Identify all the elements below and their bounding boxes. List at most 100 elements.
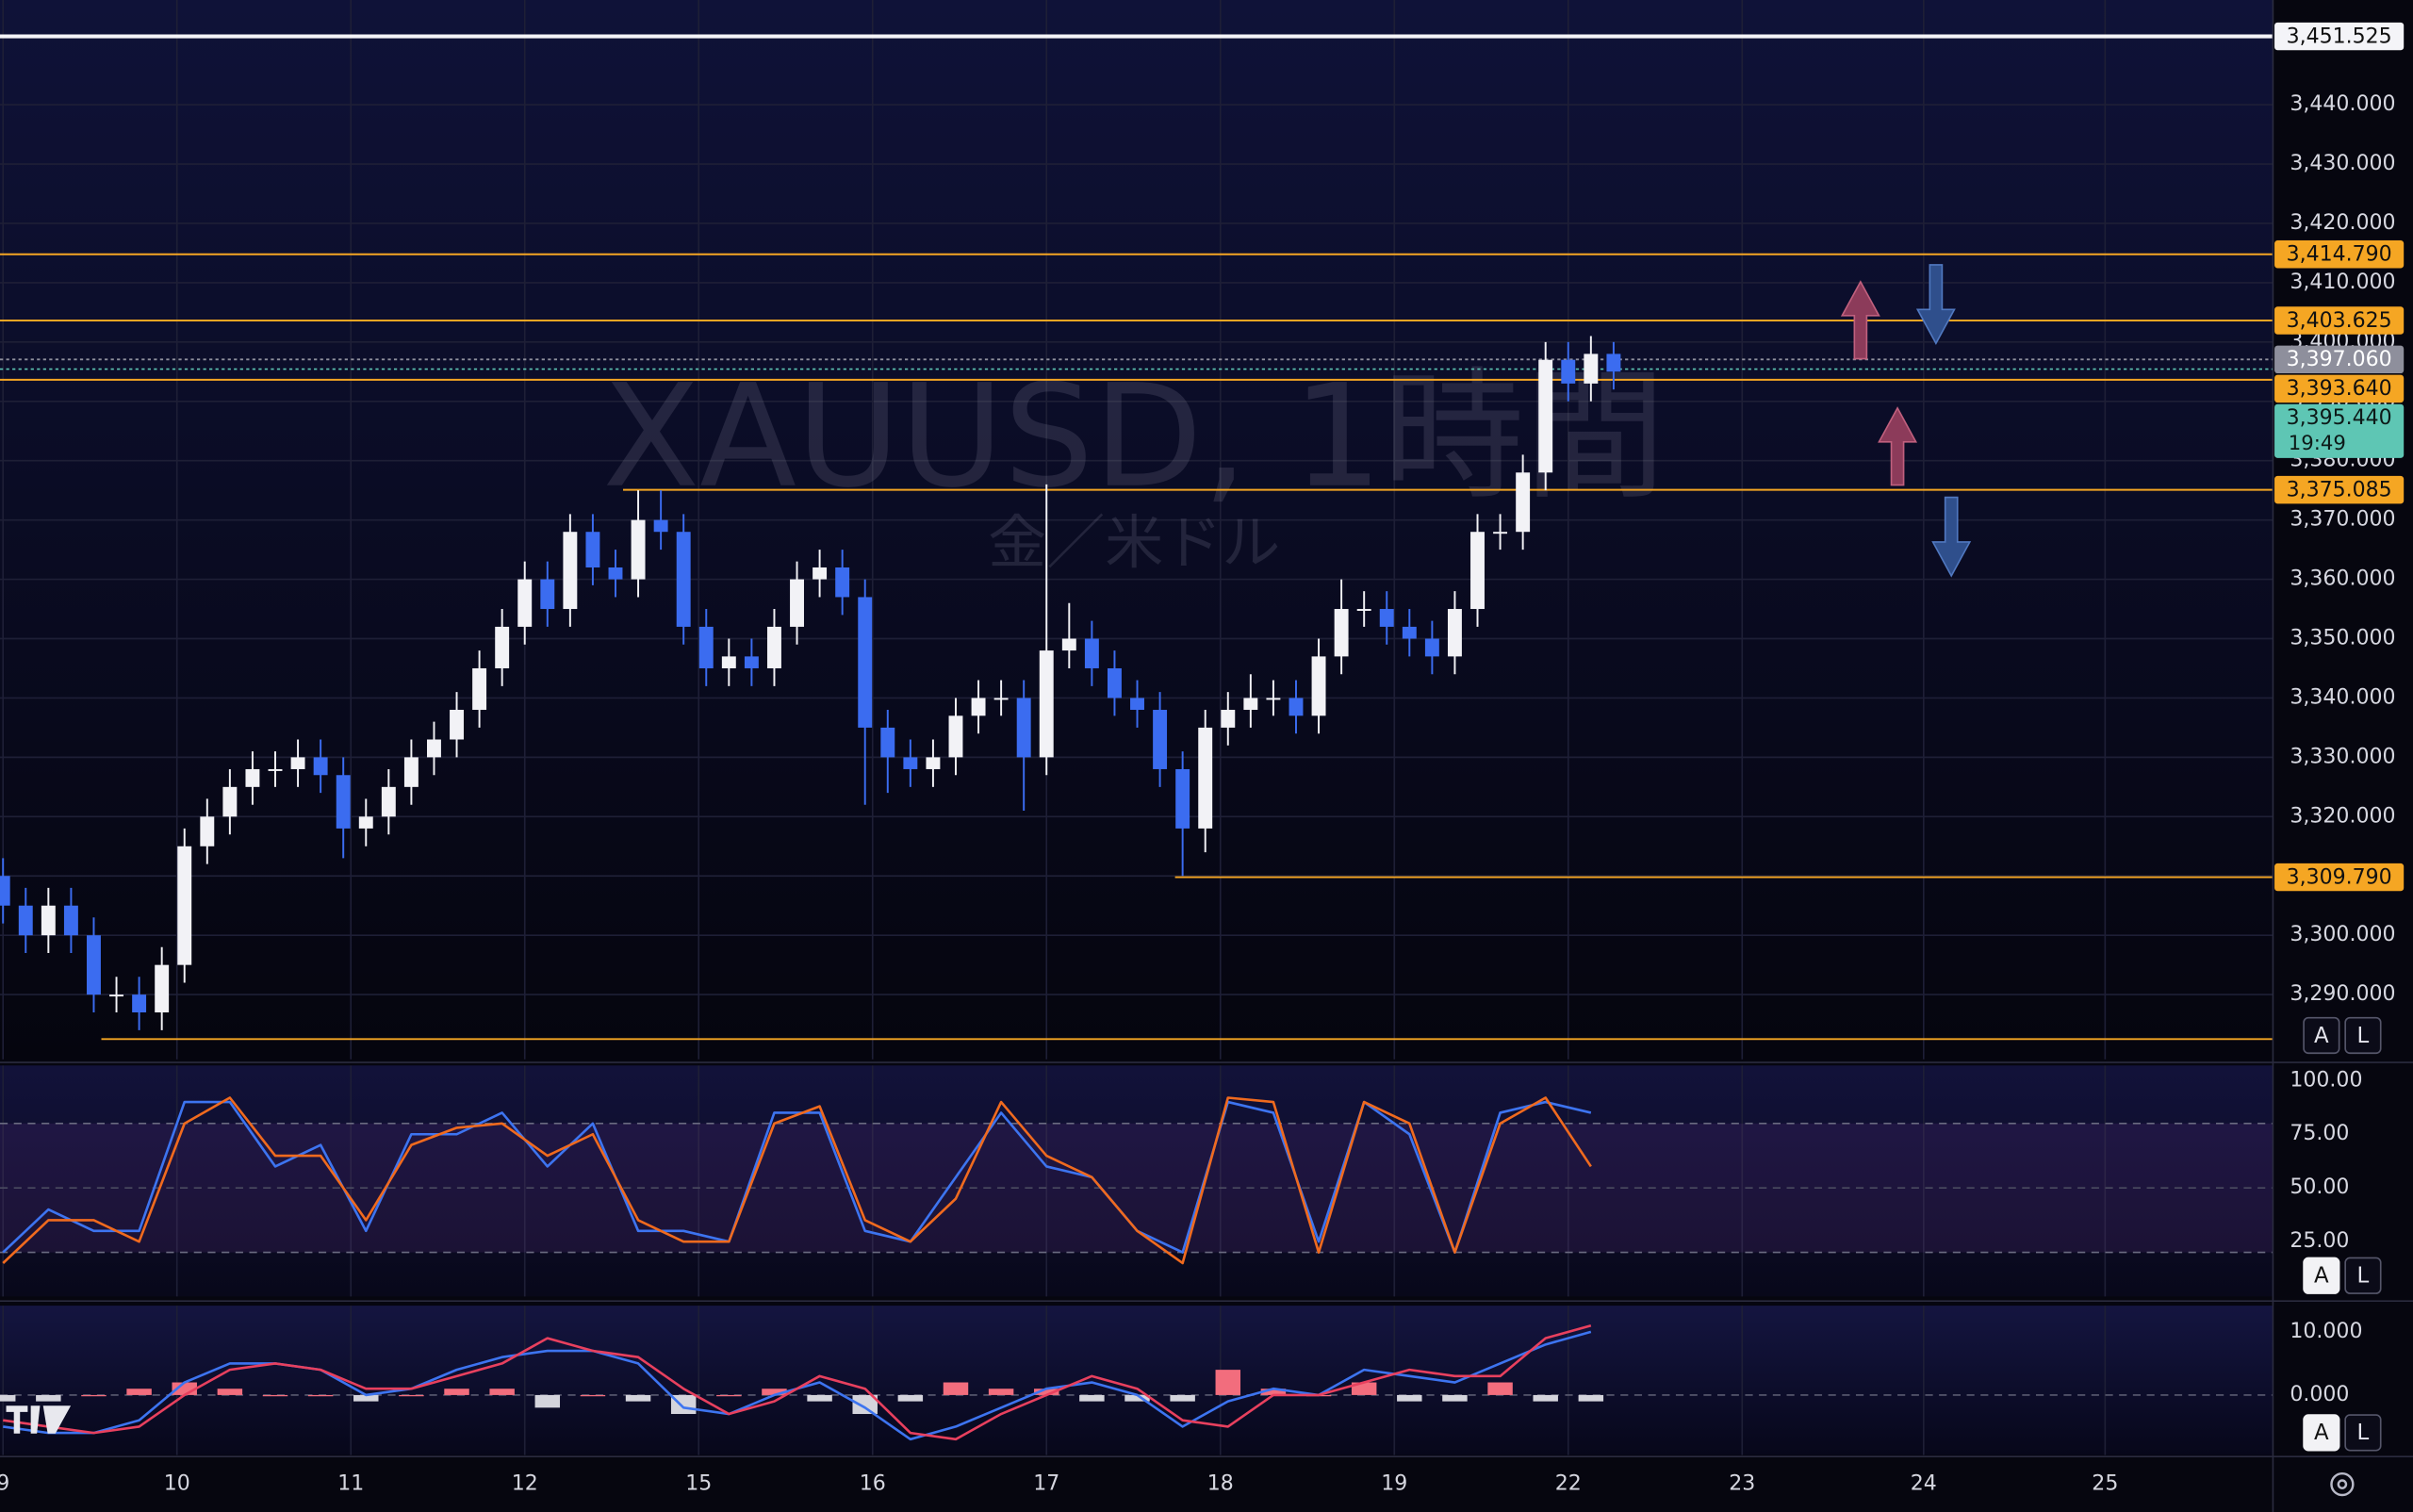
watermark: XAUUSD, 1時間 金／米ドル	[602, 355, 1666, 577]
histogram-bar	[1487, 1382, 1513, 1395]
auto-button-label[interactable]: A	[2314, 1264, 2329, 1289]
candle-body	[222, 786, 238, 817]
price-label: 3,451.525	[2287, 25, 2392, 48]
auto-button[interactable]	[2303, 1016, 2340, 1055]
candle-body	[1039, 650, 1054, 758]
candle-body	[1289, 698, 1304, 716]
price-label-box	[2274, 22, 2405, 51]
candle-body	[1447, 609, 1462, 657]
candle-body	[427, 739, 441, 758]
log-button[interactable]	[2344, 1257, 2382, 1294]
candle-body	[517, 579, 533, 627]
histogram-bar	[762, 1389, 787, 1395]
y-tick-label: 3,300.000	[2290, 923, 2395, 946]
log-button-label[interactable]: L	[2357, 1024, 2370, 1048]
candle-body	[358, 816, 373, 829]
scale-buttons: A L A L A L	[2303, 1016, 2382, 1452]
candle-body	[1402, 626, 1417, 639]
histogram-bar	[625, 1394, 651, 1402]
candle-body	[1243, 698, 1258, 711]
price-label: 3,395.440	[2287, 406, 2392, 430]
y-tick-label: 0.000	[2290, 1383, 2349, 1406]
auto-button-label[interactable]: A	[2314, 1024, 2329, 1048]
y-tick-label: 3,440.000	[2290, 92, 2395, 116]
auto-button[interactable]	[2303, 1414, 2340, 1452]
candle-body	[41, 905, 56, 936]
price-label-box	[2274, 306, 2405, 335]
settings-icon-core[interactable]	[2337, 1479, 2348, 1489]
candle-body	[880, 727, 895, 758]
x-tick-label: 9	[0, 1472, 9, 1496]
candle-body	[721, 656, 736, 668]
candle-body	[200, 816, 215, 846]
y-tick-label: 3,430.000	[2290, 152, 2395, 175]
y-tick-label: 25.00	[2290, 1229, 2349, 1253]
histogram-bar	[897, 1394, 924, 1402]
candle-body	[1379, 609, 1394, 627]
candle-body	[698, 626, 714, 668]
x-tick-label: 16	[860, 1472, 886, 1496]
price-label-box	[2274, 240, 2405, 269]
histogram-bar	[1124, 1394, 1150, 1402]
price-label: 3,375.085	[2287, 478, 2392, 501]
histogram-bar	[852, 1394, 878, 1415]
candle-body	[63, 905, 78, 936]
candle-body	[450, 710, 464, 740]
candle-body	[1153, 710, 1168, 769]
macd-panel-bg	[0, 1306, 2273, 1455]
auto-button[interactable]	[2303, 1257, 2340, 1294]
price-label: 3,403.625	[2287, 309, 2392, 333]
settings-icon[interactable]	[2330, 1471, 2355, 1497]
x-tick-label: 17	[1033, 1472, 1059, 1496]
histogram-bar	[1397, 1394, 1422, 1402]
histogram-bar	[1215, 1370, 1241, 1395]
candle-body	[1334, 609, 1349, 657]
histogram-bar	[1578, 1394, 1604, 1402]
log-button[interactable]	[2344, 1016, 2382, 1055]
y-tick-label: 3,290.000	[2290, 982, 2395, 1006]
logo-mark	[6, 1405, 72, 1434]
candle-body	[1493, 532, 1508, 534]
candle-body	[109, 994, 124, 997]
histogram-bar	[1260, 1389, 1287, 1395]
candle-body	[336, 775, 351, 829]
histogram-bar	[126, 1389, 152, 1395]
log-button-label[interactable]: L	[2357, 1421, 2370, 1445]
candle-body	[835, 567, 850, 598]
up-arrow	[1878, 406, 1918, 486]
candle-body	[1198, 727, 1213, 829]
candle-body	[1084, 638, 1099, 668]
x-tick-label: 18	[1207, 1472, 1234, 1496]
y-tick-label: 3,350.000	[2290, 626, 2395, 649]
candle-body	[948, 715, 963, 758]
candle-body	[790, 579, 804, 627]
candle-body	[0, 876, 10, 906]
price-label-box	[2274, 863, 2405, 892]
log-button-label[interactable]: L	[2357, 1264, 2370, 1289]
candle-body	[1311, 656, 1326, 716]
auto-button-label[interactable]: A	[2314, 1421, 2329, 1445]
indicator-line	[2, 1100, 1592, 1254]
candle-body	[1221, 710, 1236, 728]
candle-body	[813, 567, 828, 580]
y-tick-label: 3,360.000	[2290, 567, 2395, 591]
histogram-bar	[807, 1394, 832, 1402]
candle-body	[472, 667, 487, 711]
y-tick-label: 100.00	[2290, 1068, 2362, 1092]
down-arrow	[1931, 496, 1972, 578]
histogram-bar	[1170, 1394, 1195, 1402]
histogram-bar	[0, 1394, 16, 1402]
histogram-bar	[353, 1394, 379, 1402]
histogram-bar	[1079, 1394, 1105, 1402]
candle-body	[1584, 353, 1599, 384]
plots	[0, 34, 2273, 1441]
log-button[interactable]	[2344, 1414, 2382, 1452]
x-tick-label: 15	[685, 1472, 712, 1496]
settings-button[interactable]	[2330, 1471, 2355, 1497]
candle-body	[858, 597, 873, 728]
candle-body	[1061, 638, 1076, 651]
candle-body	[313, 757, 328, 776]
candle-body	[1175, 768, 1190, 829]
x-tick-label: 12	[512, 1472, 538, 1496]
